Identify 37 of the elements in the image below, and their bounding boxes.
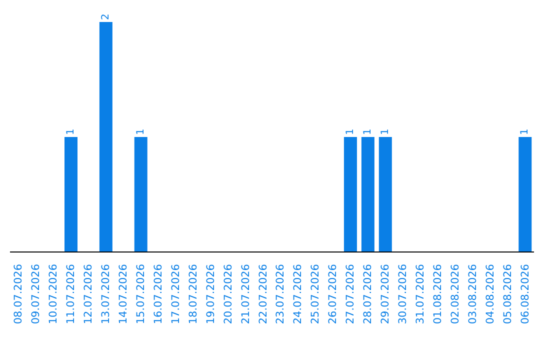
x-tick-label: 20.07.2026 <box>222 264 234 324</box>
x-tick-label: 22.07.2026 <box>257 264 270 324</box>
x-tick-label: 04.08.2026 <box>484 264 496 324</box>
x-tick-label: 29.07.2026 <box>380 264 392 324</box>
data-label: 2 <box>100 14 112 20</box>
x-tick-label: 26.07.2026 <box>327 264 340 324</box>
data-label: 1 <box>344 128 356 135</box>
x-tick-label: 19.07.2026 <box>204 264 217 324</box>
x-tick-label: 31.07.2026 <box>414 264 426 324</box>
data-label: 1 <box>380 128 391 135</box>
x-tick-label: 11.07.2026 <box>65 264 78 324</box>
x-tick-label: 16.07.2026 <box>152 264 164 324</box>
x-tick-label: 05.08.2026 <box>502 264 514 324</box>
x-tick-label: 06.08.2026 <box>519 264 532 324</box>
x-tick-label: 03.08.2026 <box>466 264 479 324</box>
x-tick-label: 01.08.2026 <box>432 264 444 324</box>
data-label: 1 <box>362 128 374 135</box>
x-tick-label: 08.07.2026 <box>12 264 25 324</box>
x-tick-label: 24.07.2026 <box>292 264 304 324</box>
data-label: 1 <box>65 128 76 135</box>
x-tick-label: 17.07.2026 <box>170 264 182 324</box>
x-tick-label: 12.07.2026 <box>82 264 95 324</box>
x-tick-label: 09.07.2026 <box>30 264 42 324</box>
x-tick-label: 25.07.2026 <box>310 264 322 324</box>
x-tick-label: 28.07.2026 <box>362 264 374 324</box>
x-tick-label: 23.07.2026 <box>274 264 287 324</box>
x-tick-label: 10.07.2026 <box>48 264 60 324</box>
data-label: 1 <box>135 128 146 135</box>
x-tick-label: 02.08.2026 <box>449 264 462 324</box>
x-tick-label: 18.07.2026 <box>187 264 200 324</box>
x-tick-label: 21.07.2026 <box>240 264 252 324</box>
x-tick-label: 13.07.2026 <box>100 264 112 324</box>
x-tick-label: 15.07.2026 <box>135 264 147 324</box>
data-label: 1 <box>520 128 531 135</box>
x-tick-label: 30.07.2026 <box>397 264 409 324</box>
x-tick-label: 27.07.2026 <box>344 264 357 324</box>
x-tick-label: 14.07.2026 <box>118 264 130 324</box>
